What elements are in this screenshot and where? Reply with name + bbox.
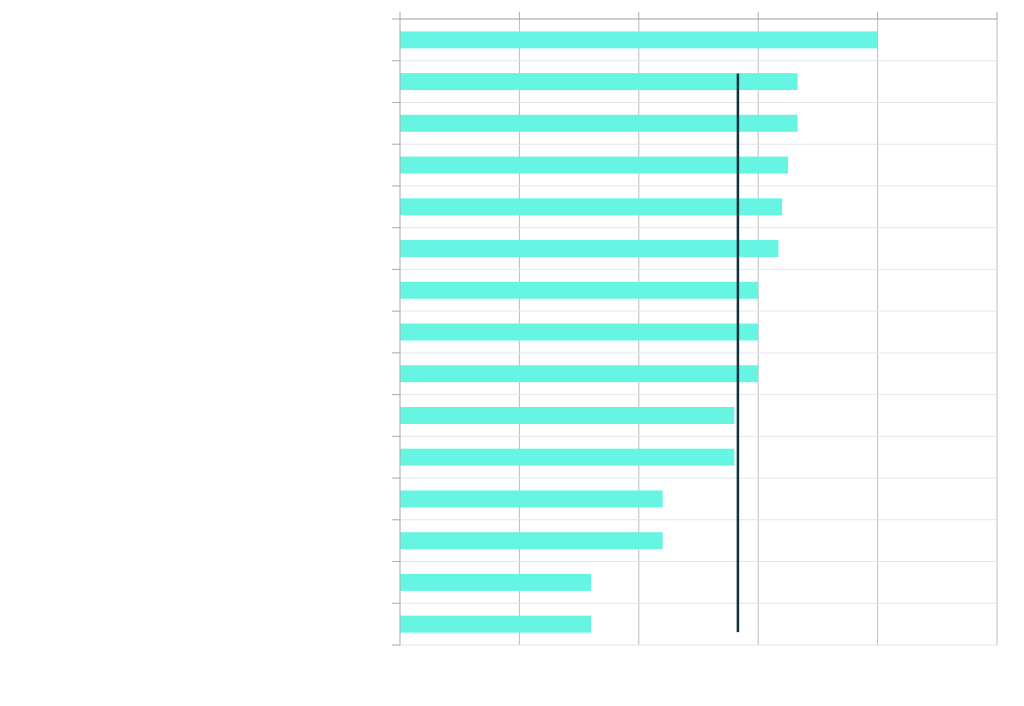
bar <box>400 240 779 258</box>
bar <box>400 114 798 132</box>
bar <box>400 406 735 424</box>
bar <box>400 365 759 383</box>
bar <box>400 31 878 49</box>
bar <box>400 573 592 591</box>
bars <box>400 31 878 633</box>
bar <box>400 490 663 508</box>
bar <box>400 156 789 174</box>
bar <box>400 615 592 633</box>
bar <box>400 532 663 550</box>
bar <box>400 73 798 91</box>
axes <box>392 12 998 646</box>
bar <box>400 198 783 216</box>
bar <box>400 448 735 466</box>
bar <box>400 323 759 341</box>
bar <box>400 281 759 299</box>
